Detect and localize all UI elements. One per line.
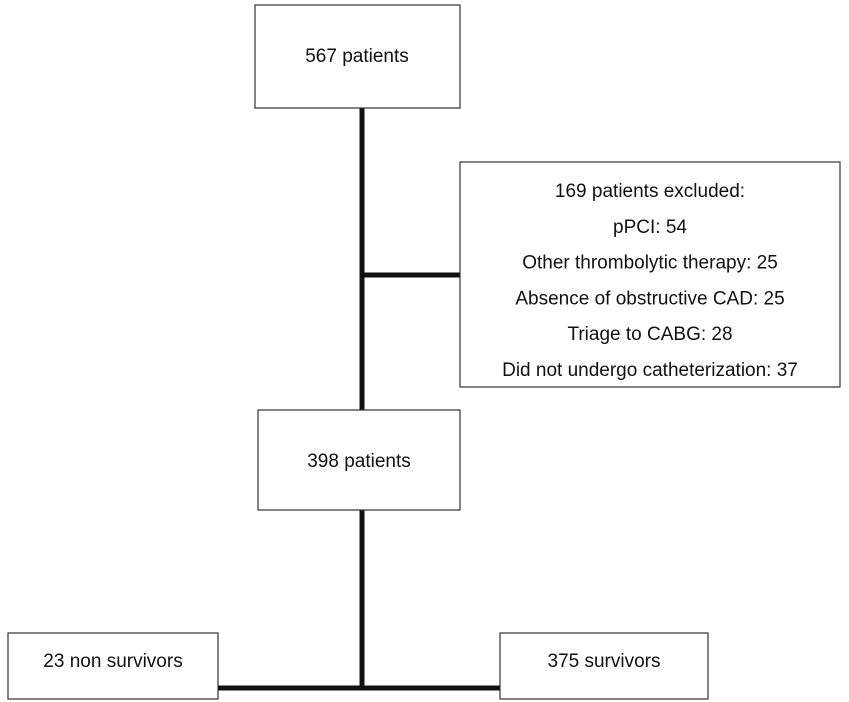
exclusion-text: 169 patients excluded: pPCI: 54 Other thro… — [502, 181, 798, 381]
node-label: 398 patients — [307, 451, 411, 472]
box — [459, 161, 841, 388]
exclusion-line: Absence of obstructive CAD: 25 — [515, 288, 784, 309]
exclusion-line: pPCI: 54 — [613, 217, 687, 238]
box — [7, 632, 219, 700]
box — [254, 4, 461, 109]
exclusion-line: Other thrombolytic therapy: 25 — [522, 253, 778, 274]
box — [257, 409, 461, 511]
exclusion-line: Did not undergo catheterization: 37 — [502, 360, 798, 381]
node-label: 567 patients — [305, 46, 409, 67]
box — [499, 632, 709, 700]
node-label: 23 non survivors — [43, 651, 182, 672]
exclusion-line: 169 patients excluded: — [555, 181, 745, 202]
node-label: 375 survivors — [548, 651, 661, 672]
exclusion-line: Triage to CABG: 28 — [567, 324, 732, 345]
